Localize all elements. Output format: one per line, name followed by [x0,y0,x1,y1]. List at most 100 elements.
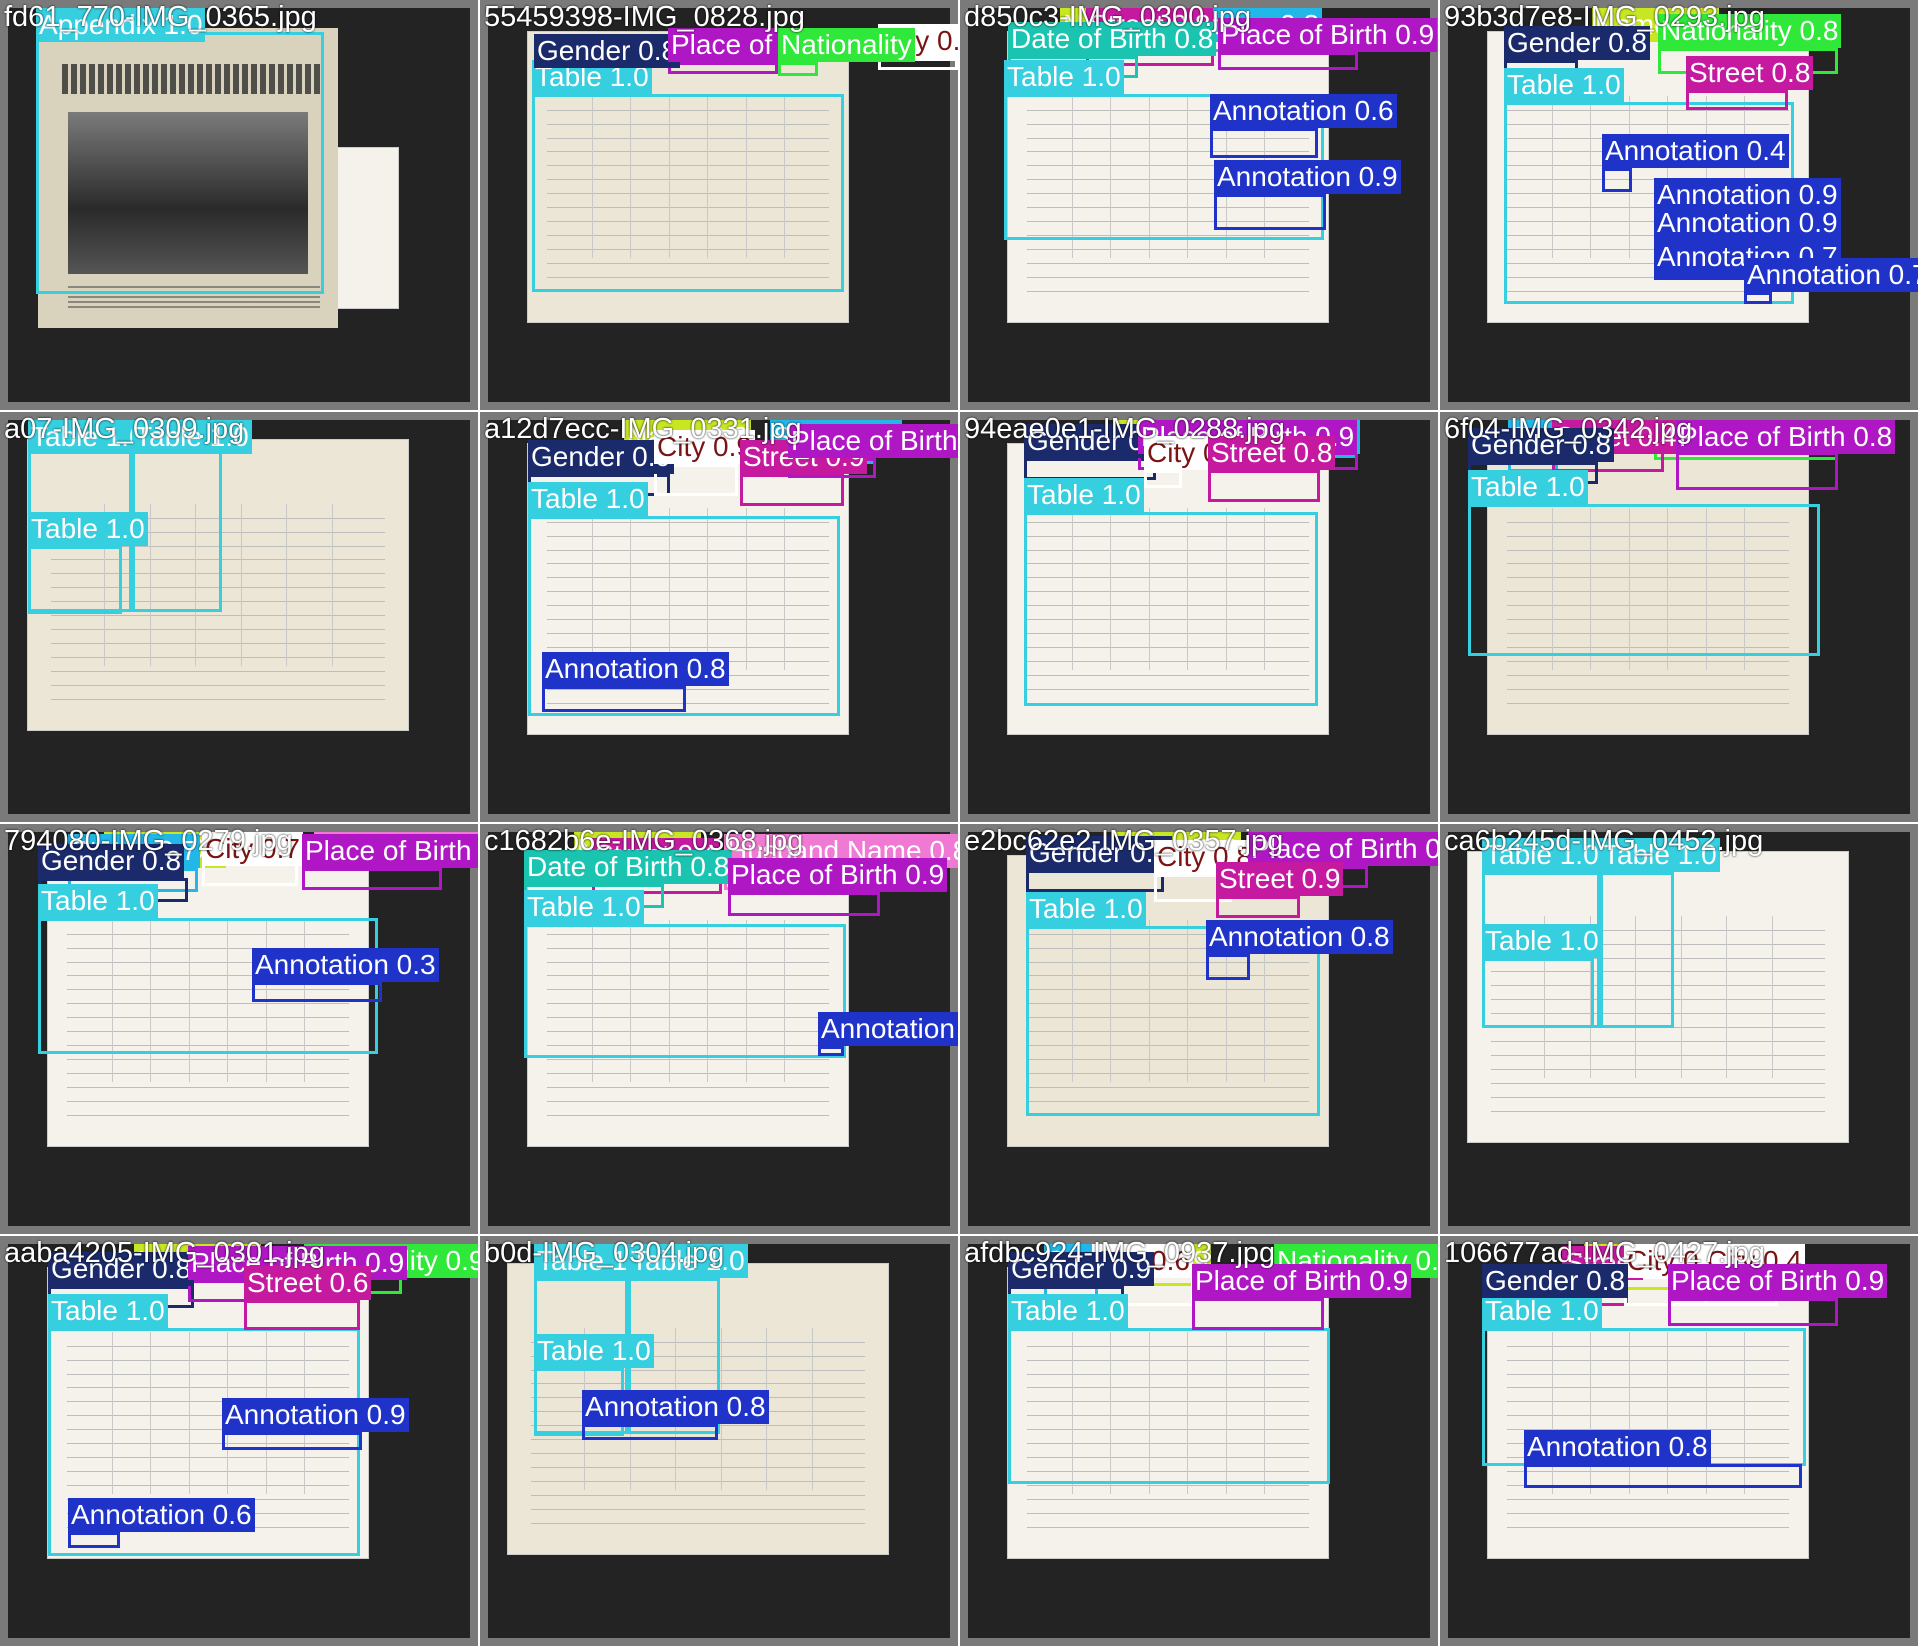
card-rule-line [530,1508,866,1510]
result-tile[interactable]: Table 1.0 Table 1.0 Table 1.0 ca6b245d-IMG_… [1440,824,1920,1236]
detection-box[interactable] [28,546,122,614]
image-viewport: Appendix 1.0 [8,8,470,402]
image-viewport: Table 1.0 Table 1.0 Table 1.0 [8,420,470,814]
card-column-line [707,507,709,671]
detection-label: Annotation 0.8 [1524,1430,1711,1464]
detection-box[interactable] [1524,1464,1802,1488]
detection-box[interactable] [222,1432,362,1450]
card-rule-line [50,643,386,644]
card-column-line [112,1331,113,1495]
card-rule-line [50,545,386,547]
detection-box[interactable] [878,58,958,70]
detection-box[interactable] [1676,452,1838,490]
detection-label: Gender 0.8 [534,34,681,68]
detection-box[interactable] [1144,470,1182,488]
card-rule-line [1490,943,1826,945]
detection-box[interactable] [1024,458,1156,480]
detection-box[interactable] [1192,1298,1324,1330]
card-rule-line [547,109,829,111]
detection-box[interactable] [532,94,844,292]
card-column-line [150,919,152,1083]
detection-box[interactable] [1208,470,1320,502]
detection-label: Table 1.0 [534,1334,654,1368]
detection-box[interactable] [1216,896,1300,918]
detection-box[interactable] [740,474,844,506]
detection-box[interactable] [582,1424,718,1440]
card-rule-line [1027,235,1309,236]
card-rule-line [530,1480,866,1482]
detection-box[interactable] [528,516,840,716]
result-tile[interactable]: Table 1.0 Table 1.0 Table 1.0 a07-IMG_0309.… [0,412,480,824]
detection-box[interactable] [1482,958,1594,1028]
detection-box[interactable] [1206,954,1250,980]
detection-box[interactable] [818,1046,844,1056]
detection-box[interactable] [728,892,880,916]
detection-box[interactable] [1214,194,1326,230]
detection-box[interactable] [68,1532,120,1548]
card-rule-line [1507,647,1789,648]
detection-box[interactable] [654,464,738,496]
detection-box[interactable] [244,1300,360,1330]
detection-label: Street 0.8 [1208,436,1336,470]
detection-box[interactable] [1008,1328,1330,1484]
detection-box[interactable] [38,918,378,1054]
card-rule-line [1027,947,1309,949]
card-rule-line [547,1045,829,1047]
detection-box[interactable] [778,62,818,76]
detection-box[interactable] [252,982,382,1002]
detection-box[interactable] [36,32,324,294]
detection-box[interactable] [1026,870,1164,892]
card-column-line [1552,1331,1553,1495]
detection-box[interactable] [668,62,778,74]
card-column-line [1590,95,1592,259]
detection-box[interactable] [1210,128,1318,158]
card-rule-line [1507,193,1789,195]
detection-box[interactable] [542,686,686,712]
detection-box[interactable] [1026,926,1320,1116]
newspaper-clipping [38,28,338,328]
detection-box[interactable] [1668,1298,1838,1326]
result-tile[interactable]: Table 1.0 Name 0.9 Nationality 0.8 Street 0… [1440,0,1920,412]
detection-label: Nationality 0.8 [1658,14,1842,48]
card-rule-line [547,151,829,153]
detection-label: Place of Birth 0.8 [1676,420,1896,454]
result-tile[interactable]: Appendix 1.0 fd61_770-IMG_0365.jpg [0,0,480,412]
detection-box[interactable] [1218,52,1358,70]
card-rule-line [1507,535,1789,537]
card-rule-line [547,207,829,209]
detection-box[interactable] [1686,90,1788,110]
card-rule-line [1027,647,1309,648]
result-tile[interactable]: Table 1.0 Table 1.0 Table 1.0 Annotation 0.… [480,1236,960,1648]
detection-label: Table 1.0 [1008,1294,1128,1328]
card-column-line [1705,1331,1707,1495]
detection-box[interactable] [1024,512,1318,706]
detection-box[interactable] [524,924,846,1058]
card-rule-line [530,1383,866,1385]
card-rule-line [1507,688,1789,690]
detection-box[interactable] [1744,292,1772,304]
card-column-line [195,503,197,667]
detection-box[interactable] [302,868,442,890]
detection-box[interactable] [48,1328,360,1556]
detection-label: Annotation 0.3 [252,948,439,982]
detection-label: Annotation 0.9 [1214,160,1401,194]
detection-box[interactable] [1602,168,1632,192]
card-rule-line [1027,193,1309,195]
card-rule-line [547,1086,829,1088]
detection-box[interactable] [1468,504,1820,656]
card-rule-line [1507,563,1789,565]
detection-box[interactable] [1600,872,1674,1028]
